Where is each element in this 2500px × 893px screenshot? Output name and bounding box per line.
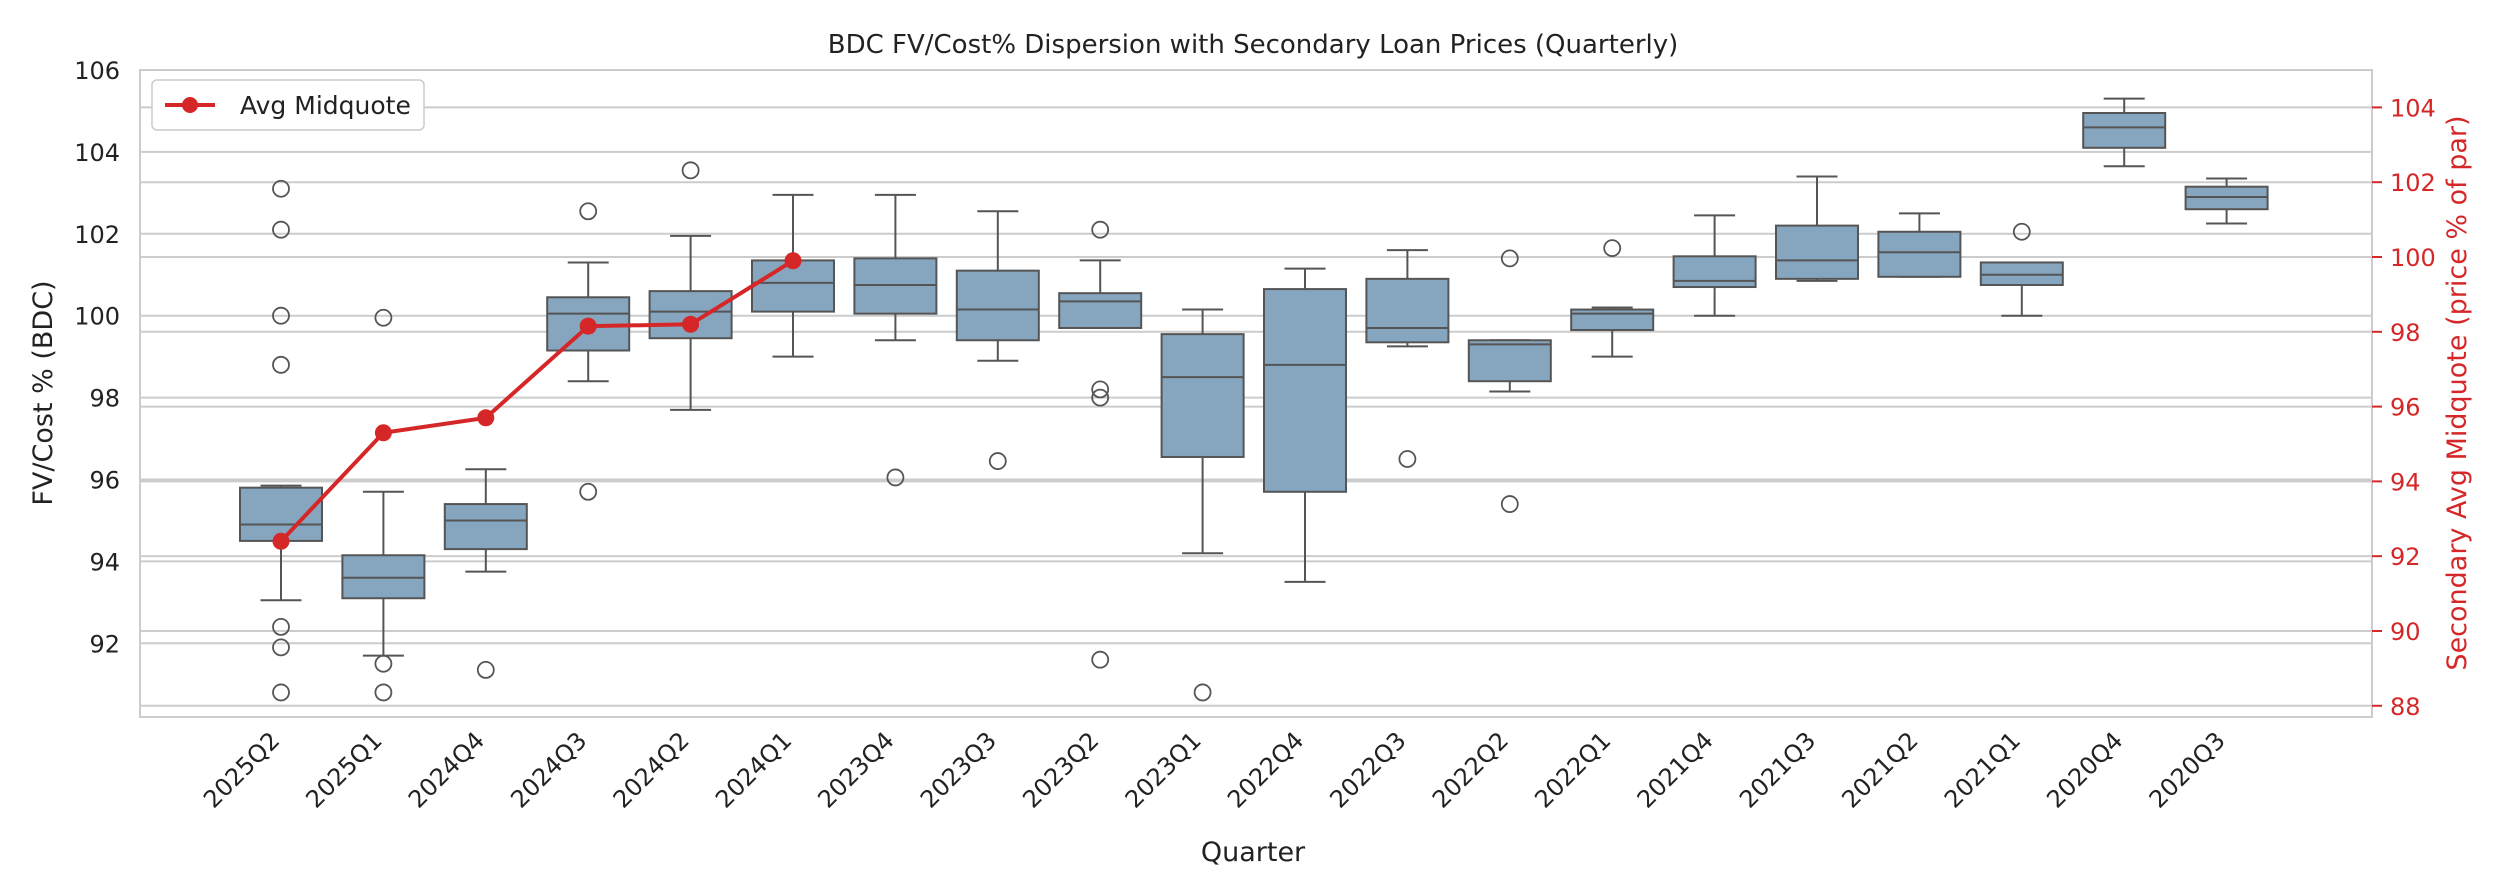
flier xyxy=(1603,239,1622,258)
box-2023Q3 xyxy=(955,210,1040,470)
flier xyxy=(1193,683,1212,702)
flier xyxy=(2012,222,2031,241)
box-body xyxy=(1058,292,1143,329)
box-body xyxy=(1365,277,1450,344)
y-tick-label: 96 xyxy=(89,466,120,494)
box-body xyxy=(2082,111,2167,149)
flier xyxy=(1091,220,1110,239)
box-body xyxy=(1160,333,1245,458)
box-2022Q3 xyxy=(1365,249,1450,468)
flier xyxy=(374,308,393,327)
y-tick-label: 104 xyxy=(74,139,120,167)
y-right-tick-label: 90 xyxy=(2390,618,2421,646)
avg-midquote-point xyxy=(272,532,290,550)
y-right-tick-label: 96 xyxy=(2390,394,2421,422)
y-tick-label: 98 xyxy=(89,385,120,413)
box-2021Q2 xyxy=(1877,212,1962,278)
avg-midquote-point xyxy=(784,252,802,270)
flier xyxy=(1091,388,1110,407)
box-2024Q4 xyxy=(443,468,528,679)
flier xyxy=(681,161,700,180)
box-2022Q4 xyxy=(1263,267,1347,583)
y-right-tick-label: 92 xyxy=(2390,543,2421,571)
box-2020Q3 xyxy=(2184,177,2269,225)
flier xyxy=(988,452,1007,470)
flier xyxy=(272,220,290,239)
box-2022Q2 xyxy=(1467,249,1552,513)
right-axis: 88 90 92 94 96 98 100 102 104 xyxy=(2372,94,2436,721)
chart-title: BDC FV/Cost% Dispersion with Secondary L… xyxy=(828,30,1679,60)
y-tick-label: 106 xyxy=(74,57,120,85)
box-body xyxy=(1467,339,1552,383)
y-axis-right-label: Secondary Avg Midquote (price % of par) xyxy=(2442,115,2473,670)
left-axis: 92 94 96 98 100 102 104 106 xyxy=(74,57,120,658)
flier xyxy=(1500,495,1519,513)
box-2021Q4 xyxy=(1672,214,1757,317)
box-body xyxy=(1979,261,2064,286)
line-layer xyxy=(272,252,802,550)
y-right-tick-label: 88 xyxy=(2390,693,2421,721)
y-right-tick-label: 102 xyxy=(2390,169,2436,197)
flier xyxy=(374,654,393,673)
y-right-tick-label: 94 xyxy=(2390,468,2421,496)
box-2024Q1 xyxy=(751,193,835,358)
flier xyxy=(1091,650,1110,669)
box-body xyxy=(1672,255,1757,289)
flier xyxy=(579,202,598,221)
legend-label: Avg Midquote xyxy=(240,91,411,120)
box-body xyxy=(1877,230,1962,278)
box-layer xyxy=(239,97,2269,702)
box-body xyxy=(341,554,426,600)
box-2023Q1 xyxy=(1160,308,1245,702)
box-2023Q2 xyxy=(1058,220,1143,669)
flier xyxy=(272,683,290,702)
flier xyxy=(1398,450,1417,468)
box-body xyxy=(1775,224,1859,280)
box-2025Q1 xyxy=(341,308,426,702)
box-2022Q1 xyxy=(1570,239,1655,358)
box-body xyxy=(955,269,1040,342)
x-axis-label: Quarter xyxy=(1201,837,1306,868)
legend-marker-swatch xyxy=(182,97,198,113)
flier xyxy=(272,638,290,657)
flier xyxy=(1500,249,1519,268)
legend-box xyxy=(151,79,425,131)
avg-midquote-point xyxy=(374,424,392,442)
y-right-tick-label: 104 xyxy=(2390,94,2436,122)
flier xyxy=(374,683,393,702)
y-tick-label: 94 xyxy=(89,548,120,576)
y-right-tick-label: 100 xyxy=(2390,244,2436,272)
box-2021Q1 xyxy=(1979,222,2064,317)
legend: Avg Midquote xyxy=(151,79,425,131)
y-axis-label: FV/Cost % (BDC) xyxy=(28,280,59,505)
avg-midquote-point xyxy=(477,409,495,427)
flier xyxy=(272,355,290,374)
plot-frame xyxy=(139,69,2373,718)
flier xyxy=(579,482,598,501)
y-tick-label: 92 xyxy=(89,630,120,658)
flier xyxy=(272,618,290,636)
avg-midquote-point xyxy=(579,317,597,335)
avg-midquote-line xyxy=(279,259,795,543)
box-body xyxy=(1263,288,1347,493)
avg-midquote-point xyxy=(682,315,700,333)
box-2020Q4 xyxy=(2082,97,2167,168)
box-2023Q4 xyxy=(853,193,938,487)
flier xyxy=(272,179,290,198)
box-body xyxy=(443,503,528,551)
box-body xyxy=(2184,185,2269,211)
grid-layer xyxy=(140,106,2372,707)
box-2021Q3 xyxy=(1775,175,1859,282)
y-right-tick-label: 98 xyxy=(2390,319,2421,347)
y-tick-label: 100 xyxy=(74,303,120,331)
flier xyxy=(1091,380,1110,399)
box-body xyxy=(853,257,938,315)
y-tick-label: 102 xyxy=(74,221,120,249)
box-body xyxy=(1570,308,1655,332)
flier xyxy=(886,468,905,487)
flier xyxy=(476,661,495,679)
flier xyxy=(272,306,290,325)
